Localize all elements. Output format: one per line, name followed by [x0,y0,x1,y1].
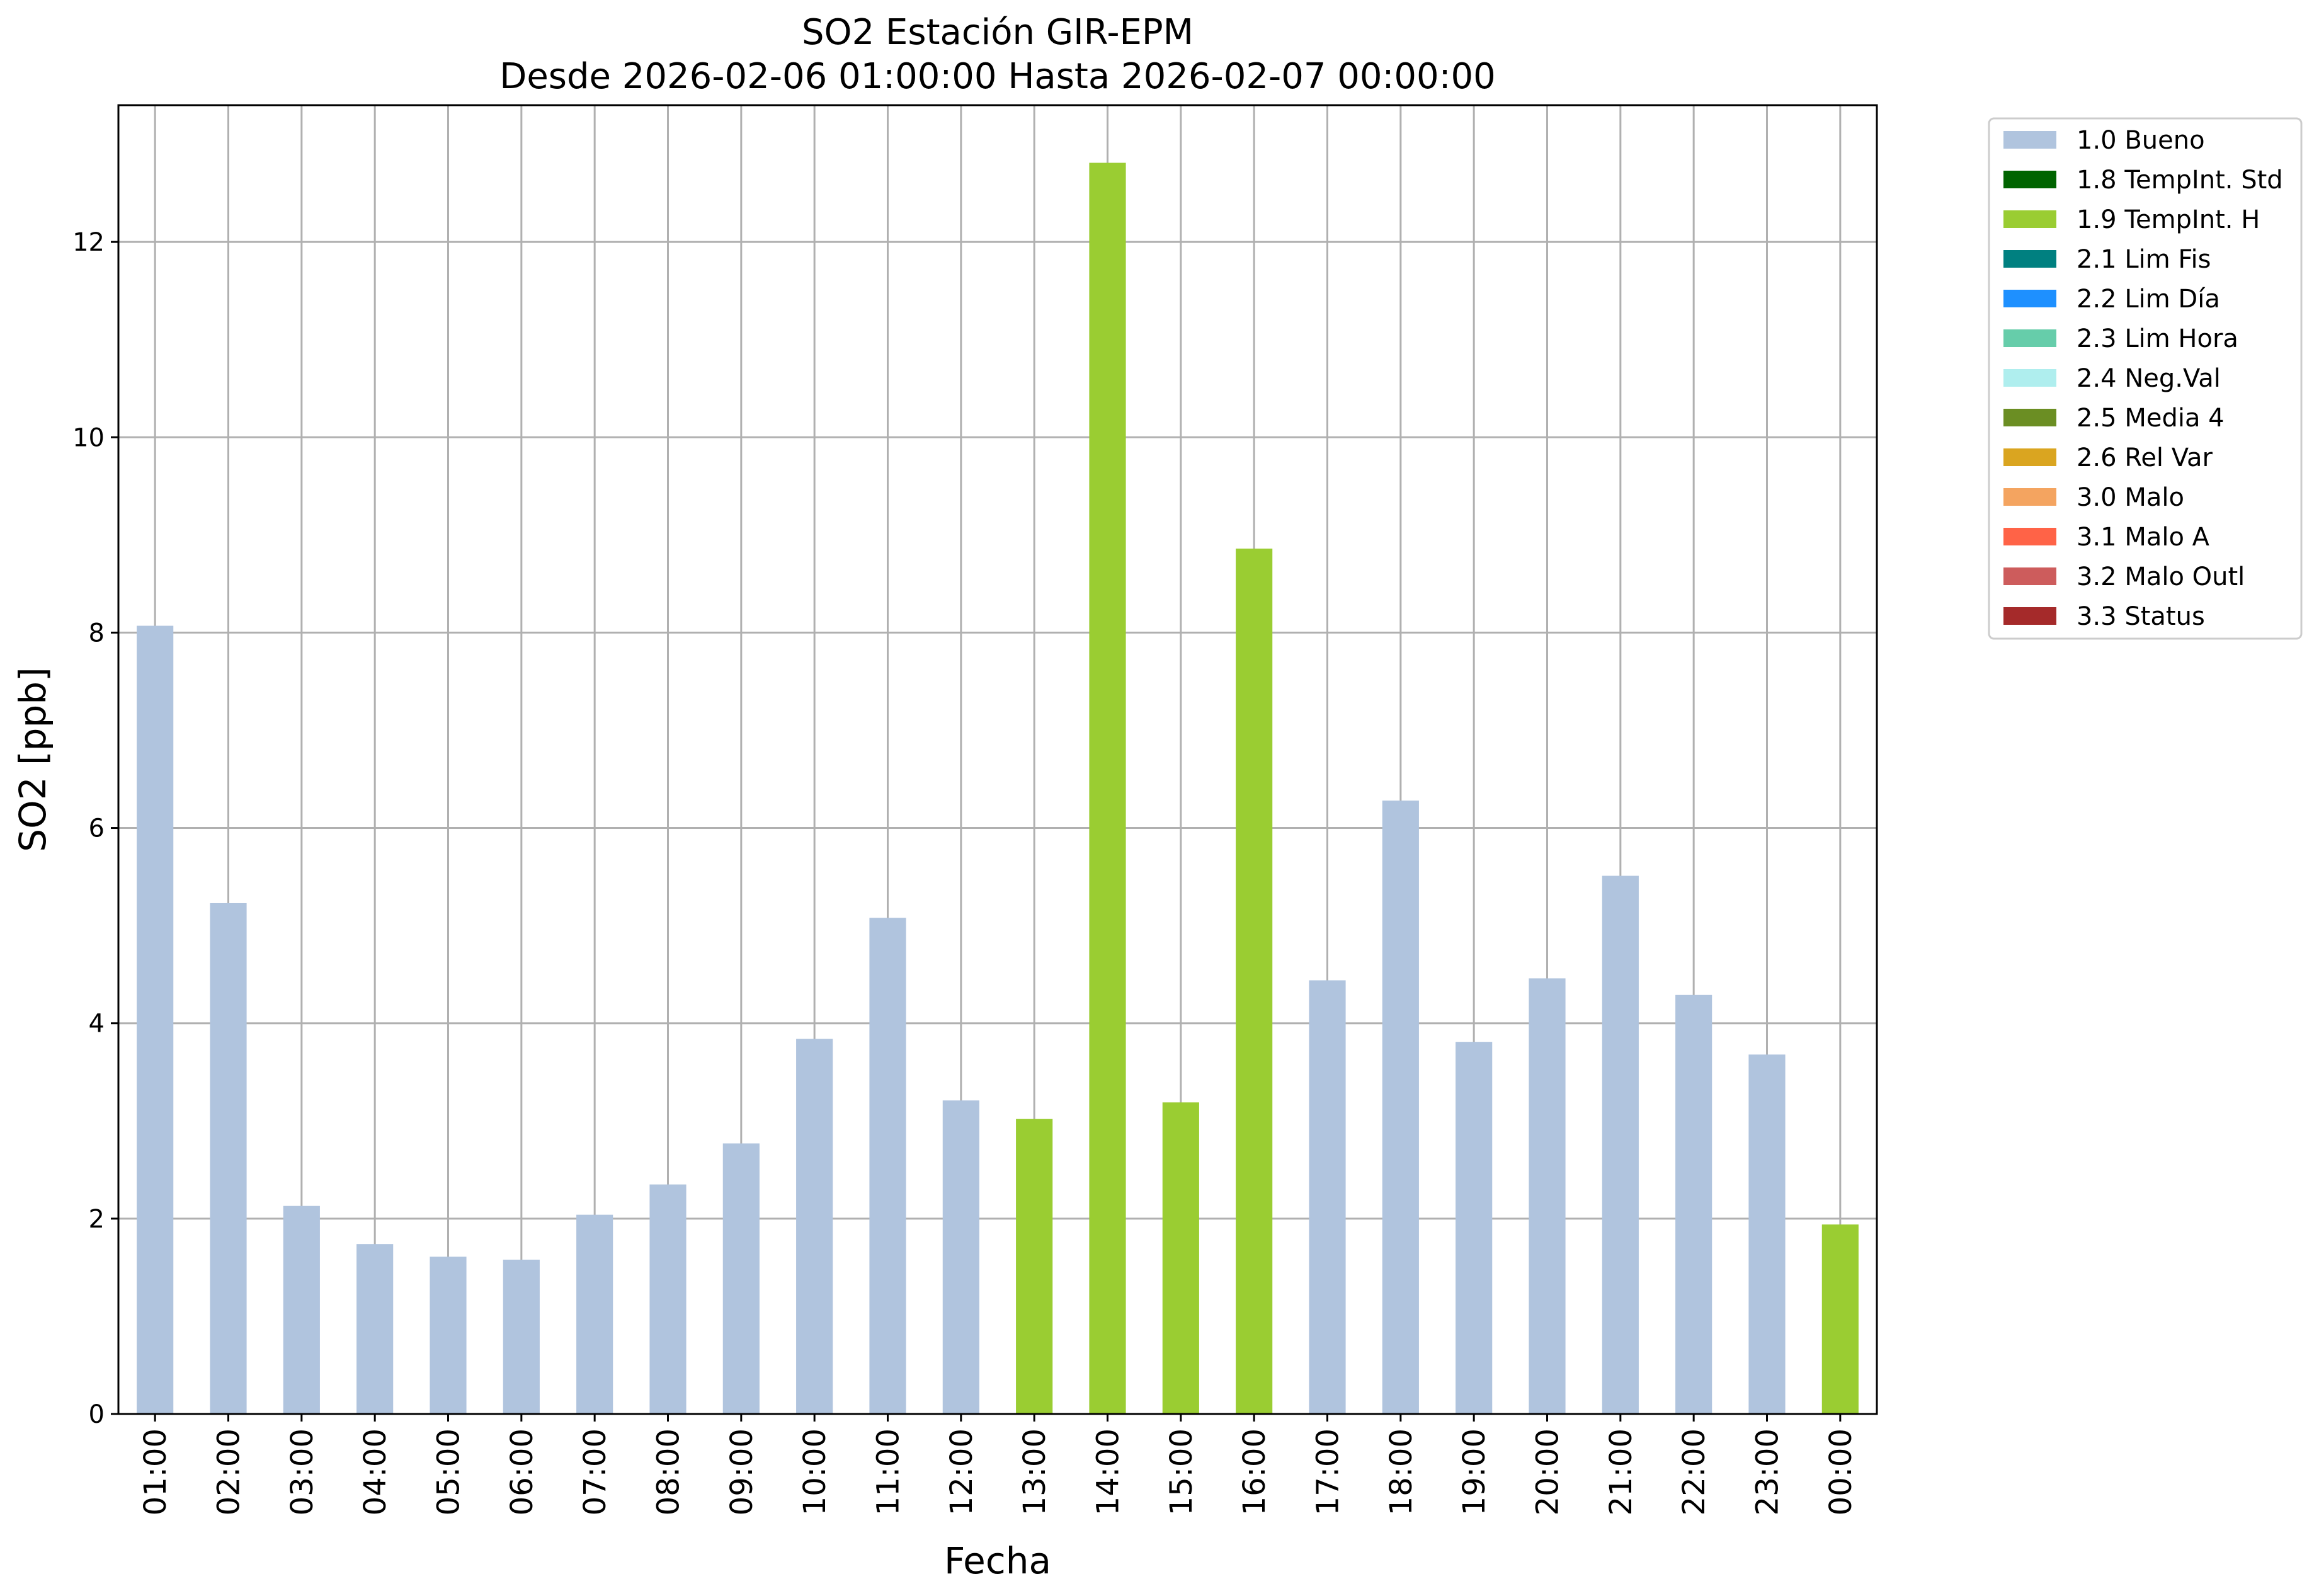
legend-swatch [2003,329,2056,347]
x-tick-label: 19:00 [1457,1428,1492,1515]
bar-1400 [1089,162,1126,1414]
x-tick-label: 16:00 [1237,1428,1272,1515]
x-tick-label: 13:00 [1017,1428,1052,1515]
x-axis-ticks: 01:00 02:00 03:00 04:00 05:00 06:00 07:00 08:00… [138,1414,1859,1515]
x-tick-label: 21:00 [1604,1428,1639,1515]
x-tick-label: 04:00 [358,1428,393,1515]
y-tick-label: 6 [89,814,105,843]
bar-0700 [576,1214,613,1414]
y-tick-label: 8 [89,618,105,647]
x-tick-label: 02:00 [212,1428,247,1515]
legend-swatch [2003,210,2056,228]
y-tick-label: 0 [89,1400,105,1429]
legend-label: 2.3 Lim Hora [2077,324,2238,353]
x-tick-label: 12:00 [944,1428,979,1515]
legend-label: 3.3 Status [2077,602,2205,631]
legend-swatch [2003,409,2056,426]
bar-2300 [1748,1054,1786,1414]
x-axis-label: Fecha [944,1539,1051,1582]
x-tick-label: 07:00 [578,1428,613,1515]
y-tick-label: 4 [89,1010,105,1039]
legend-swatch [2003,567,2056,585]
x-tick-label: 08:00 [651,1428,687,1515]
y-axis-label: SO2 [ppb] [11,667,54,852]
legend: 1.0 Bueno 1.8 TempInt. Std 1.9 TempInt. H 2… [1988,117,2303,640]
bar-2200 [1675,995,1712,1414]
bar-1700 [1309,980,1346,1414]
bar-1300 [1016,1119,1053,1414]
x-tick-label: 01:00 [138,1428,173,1515]
y-tick-label: 10 [72,423,105,452]
x-tick-label: 14:00 [1091,1428,1126,1515]
bar-0500 [430,1257,467,1414]
bar-1600 [1236,549,1273,1414]
chart-subtitle: Desde 2026-02-06 01:00:00 Hasta 2026-02-… [499,56,1496,97]
legend-swatch [2003,250,2056,268]
x-tick-label: 20:00 [1530,1428,1566,1515]
y-axis-ticks: 0 2 4 6 8 10 12 [72,228,118,1429]
legend-swatch [2003,290,2056,307]
legend-swatch [2003,171,2056,188]
legend-label: 3.1 Malo A [2077,523,2210,552]
x-tick-label: 11:00 [871,1428,906,1515]
legend-swatch [2003,369,2056,387]
legend-swatch [2003,448,2056,466]
legend-label: 2.1 Lim Fis [2077,245,2211,274]
legend-label: 1.8 TempInt. Std [2077,166,2283,195]
x-tick-label: 06:00 [504,1428,540,1515]
bar-1100 [869,918,906,1414]
legend-label: 1.9 TempInt. H [2077,205,2260,234]
legend-label: 3.0 Malo [2077,483,2184,512]
y-tick-label: 2 [89,1205,105,1234]
x-tick-label: 00:00 [1823,1428,1859,1515]
plot-frame [117,104,1878,1415]
chart-title: SO2 Estación GIR-EPM [802,12,1194,53]
bars [137,162,1859,1414]
x-tick-label: 10:00 [797,1428,833,1515]
bar-0000 [1821,1224,1859,1414]
y-tick-label: 12 [72,228,105,257]
bar-0300 [283,1206,320,1414]
x-tick-label: 03:00 [285,1428,320,1515]
x-tick-label: 15:00 [1164,1428,1199,1515]
bar-0900 [722,1143,760,1414]
bar-0100 [137,625,174,1414]
legend-label: 2.5 Media 4 [2077,404,2225,433]
legend-label: 2.4 Neg.Val [2077,364,2221,393]
legend-swatch [2003,528,2056,545]
x-tick-label: 22:00 [1677,1428,1712,1515]
bar-1900 [1456,1042,1493,1414]
bar-0800 [649,1184,687,1414]
legend-label: 2.6 Rel Var [2077,443,2213,472]
x-tick-label: 18:00 [1384,1428,1419,1515]
bar-1800 [1382,801,1419,1414]
bar-1500 [1162,1102,1199,1414]
x-tick-label: 05:00 [431,1428,467,1515]
bar-0400 [356,1244,394,1414]
bar-2100 [1602,875,1639,1414]
bar-0200 [210,903,247,1414]
bar-1200 [942,1100,979,1414]
bar-1000 [796,1039,833,1414]
legend-label: 3.2 Malo Outl [2077,562,2245,591]
legend-label: 2.2 Lim Día [2077,285,2220,314]
x-tick-label: 17:00 [1311,1428,1346,1515]
legend-frame [1988,117,2303,640]
legend-label: 1.0 Bueno [2077,126,2205,155]
legend-swatch [2003,131,2056,149]
bar-0600 [503,1259,540,1414]
bar-2000 [1529,978,1566,1414]
x-tick-label: 23:00 [1750,1428,1786,1515]
x-tick-label: 09:00 [724,1428,760,1515]
legend-swatch [2003,607,2056,625]
legend-swatch [2003,488,2056,506]
